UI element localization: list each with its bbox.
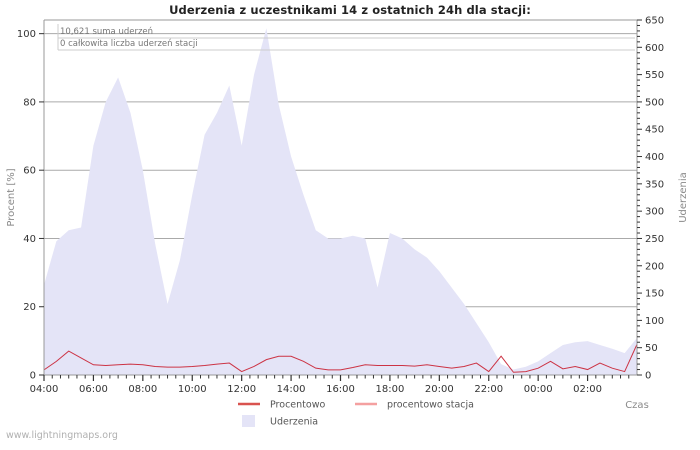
svg-text:10:00: 10:00 [178, 384, 207, 395]
svg-text:04:00: 04:00 [30, 384, 59, 395]
svg-text:80: 80 [23, 97, 36, 108]
svg-text:300: 300 [645, 207, 664, 218]
svg-text:Uderzenia: Uderzenia [270, 417, 318, 428]
svg-text:08:00: 08:00 [128, 384, 157, 395]
svg-text:250: 250 [645, 234, 664, 245]
svg-text:Uderzenia: Uderzenia [678, 172, 689, 223]
svg-text:02:00: 02:00 [573, 384, 602, 395]
svg-text:16:00: 16:00 [326, 384, 355, 395]
svg-text:Czas: Czas [625, 400, 649, 411]
watermark-label: www.lightningmaps.org [6, 430, 118, 441]
svg-text:350: 350 [645, 179, 664, 190]
svg-text:0 całkowita liczba uderzeń sta: 0 całkowita liczba uderzeń stacji [60, 39, 198, 49]
svg-text:450: 450 [645, 125, 664, 136]
svg-text:100: 100 [645, 316, 664, 327]
svg-text:12:00: 12:00 [227, 384, 256, 395]
svg-text:Procentowo: Procentowo [270, 400, 325, 411]
svg-text:Procent [%]: Procent [%] [6, 168, 17, 226]
svg-text:650: 650 [645, 16, 664, 27]
svg-text:200: 200 [645, 261, 664, 272]
legend-group: Procentowo procentowo stacja Uderzenia [238, 400, 474, 428]
svg-text:150: 150 [645, 289, 664, 300]
svg-text:14:00: 14:00 [277, 384, 306, 395]
page-title: Uderzenia z uczestnikami 14 z ostatnich … [169, 3, 531, 17]
svg-text:06:00: 06:00 [79, 384, 108, 395]
svg-text:100: 100 [17, 29, 36, 40]
series-line-procentowo [43, 344, 638, 373]
strikes-area-group [44, 28, 637, 375]
svg-text:40: 40 [23, 234, 36, 245]
legend-swatch-area [242, 415, 255, 427]
left-axis-ticks: 0 20 40 60 80 100 [17, 29, 44, 382]
svg-text:0: 0 [30, 371, 36, 382]
svg-text:50: 50 [645, 343, 658, 354]
right-axis-ticks: 0 50 100 150 200 250 300 350 400 450 500 550 600 650 [637, 16, 664, 382]
svg-text:60: 60 [23, 166, 36, 177]
svg-text:20:00: 20:00 [425, 384, 454, 395]
svg-text:600: 600 [645, 43, 664, 54]
svg-text:22:00: 22:00 [474, 384, 503, 395]
strikes-area [44, 28, 637, 375]
svg-text:550: 550 [645, 70, 664, 81]
bottom-axis-ticks: 04:00 06:00 08:00 10:00 12:00 14:00 16:00 18:00… [30, 375, 630, 395]
svg-text:18:00: 18:00 [376, 384, 405, 395]
svg-text:00:00: 00:00 [524, 384, 553, 395]
annotations-group: 10,621 suma uderzeń 0 całkowita liczba ud… [57, 24, 635, 51]
svg-text:500: 500 [645, 97, 664, 108]
axis-labels-group: Procent [%] Uderzenia Czas [6, 168, 689, 411]
svg-text:400: 400 [645, 152, 664, 163]
svg-text:10,621 suma uderzeń: 10,621 suma uderzeń [60, 27, 153, 37]
svg-text:procentowo stacja: procentowo stacja [387, 400, 474, 411]
svg-text:0: 0 [645, 371, 651, 382]
svg-text:20: 20 [23, 302, 36, 313]
